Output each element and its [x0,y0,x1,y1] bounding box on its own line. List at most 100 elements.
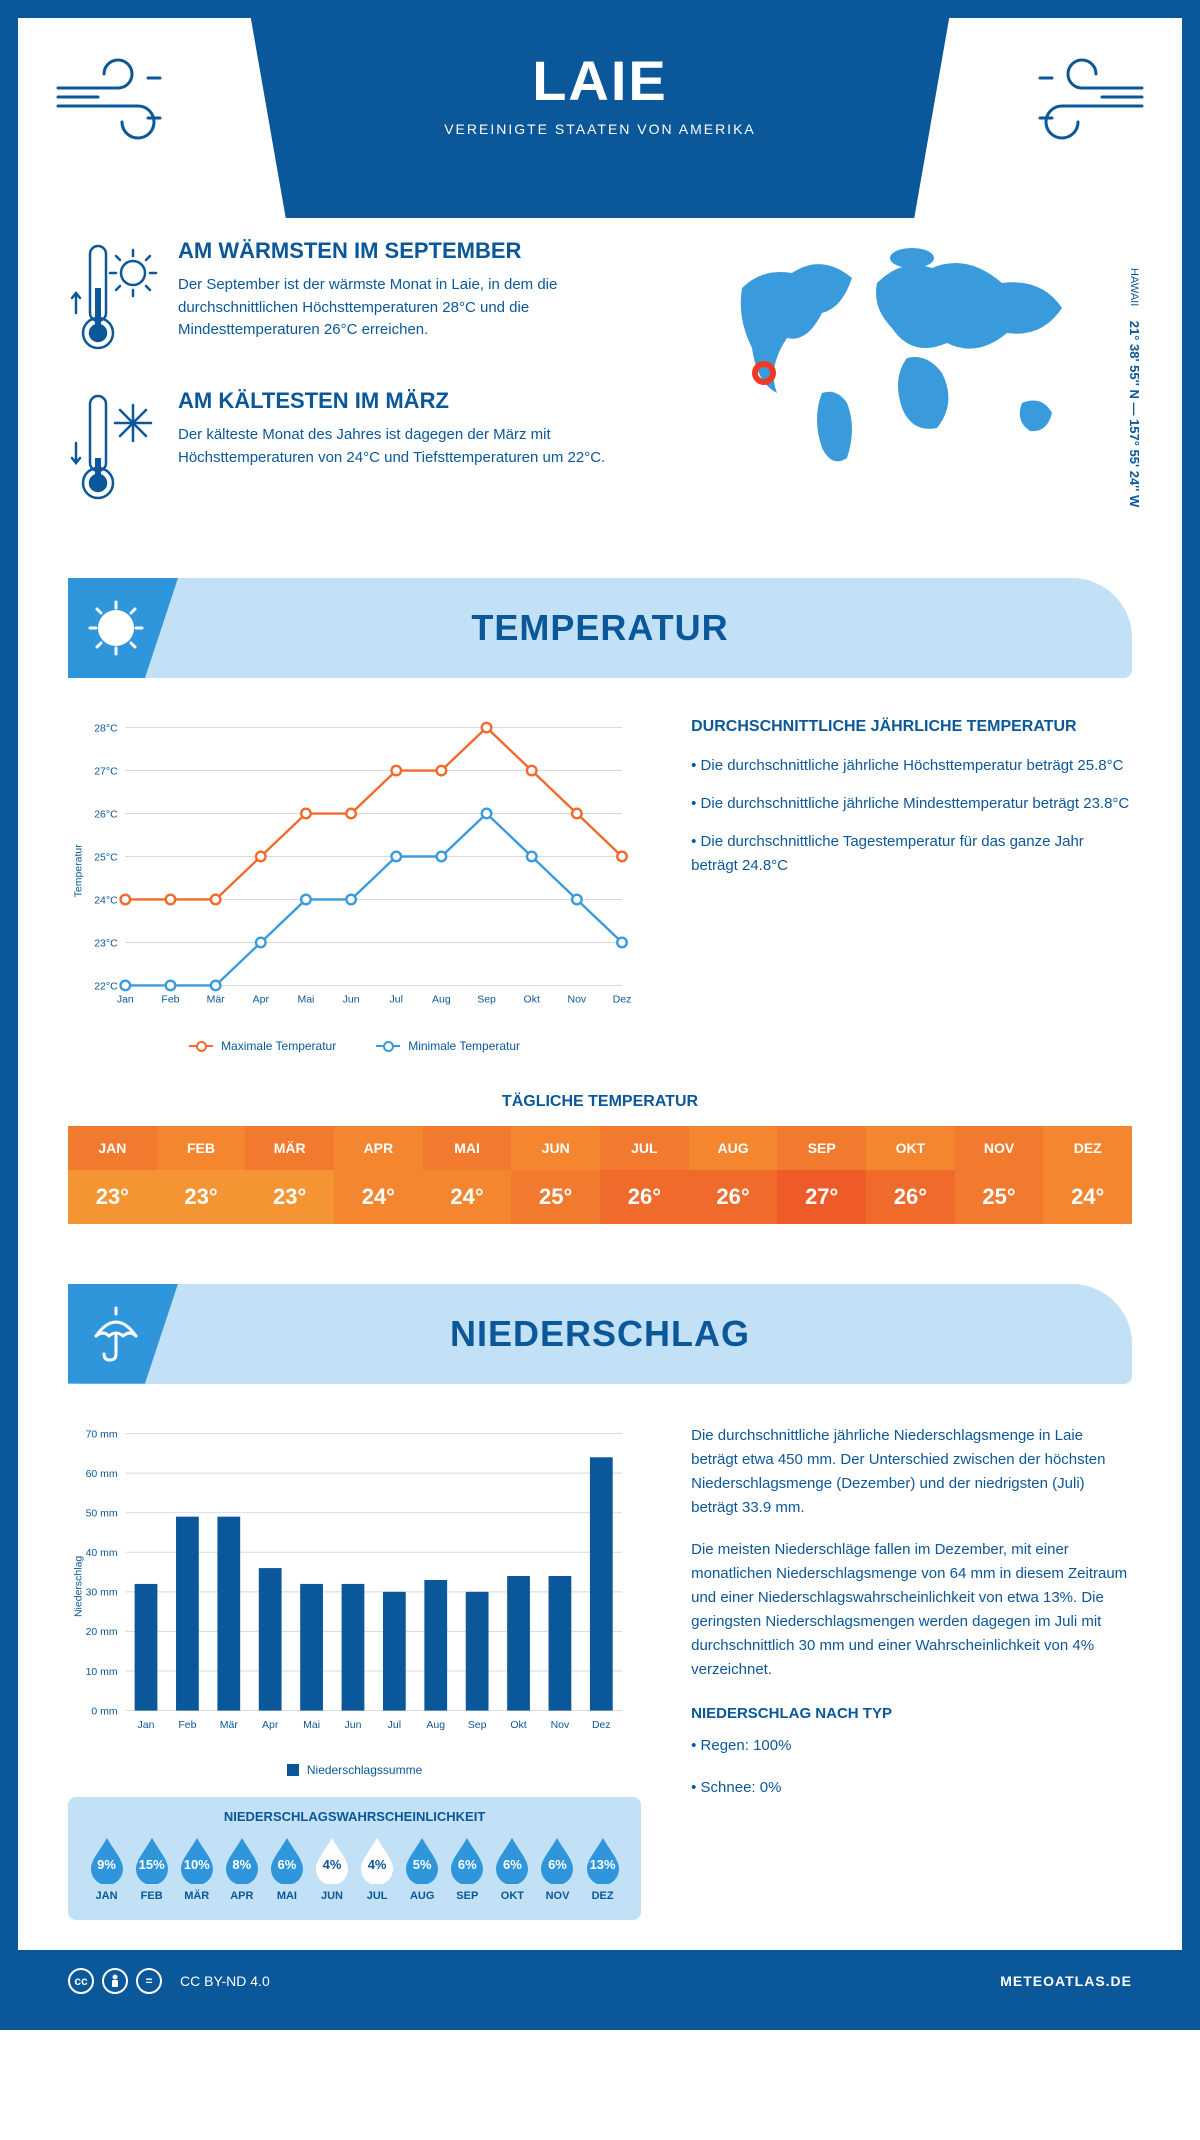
month-header: APR [334,1126,423,1170]
precipitation-bar-chart: 0 mm10 mm20 mm30 mm40 mm50 mm60 mm70 mmN… [68,1424,641,1749]
nd-icon: = [136,1968,162,1994]
precip-prob-drop: 9% JAN [84,1836,129,1902]
coldest-text: Der kälteste Monat des Jahres ist dagege… [178,424,672,469]
svg-text:30 mm: 30 mm [86,1586,118,1598]
precip-prob-drop: 6% SEP [445,1836,490,1902]
page-header: LAIE VEREINIGTE STAATEN VON AMERIKA [18,18,1182,218]
month-header: MAI [423,1126,512,1170]
precip-prob-drop: 10% MÄR [174,1836,219,1902]
thermometer-warm-icon [68,238,158,358]
sun-icon [86,598,146,658]
section-title: TEMPERATUR [471,607,728,649]
page-title: LAIE [331,48,869,113]
month-header: JAN [68,1126,157,1170]
month-header: SEP [777,1126,866,1170]
temp-value: 23° [68,1170,157,1224]
legend-max: .legend-item:nth-child(1) .legend-line::… [189,1039,336,1053]
svg-text:Jul: Jul [390,994,403,1006]
svg-text:10 mm: 10 mm [86,1665,118,1677]
month-header: FEB [157,1126,246,1170]
temperature-line-chart: 22°C23°C24°C25°C26°C27°C28°CTemperaturJa… [68,718,641,1053]
svg-text:Mai: Mai [303,1718,320,1730]
legend-min: .legend-item:nth-child(2) .legend-line::… [376,1039,520,1053]
svg-text:Mär: Mär [207,994,226,1006]
svg-text:0 mm: 0 mm [91,1705,118,1717]
umbrella-icon [86,1304,146,1364]
temperature-info: DURCHSCHNITTLICHE JÄHRLICHE TEMPERATUR •… [691,718,1132,1053]
info-row: AM WÄRMSTEN IM SEPTEMBER Der September i… [18,218,1182,578]
temp-value: 26° [689,1170,778,1224]
precip-section-header: NIEDERSCHLAG [68,1284,1132,1384]
svg-text:Niederschlag: Niederschlag [72,1555,84,1616]
svg-text:40 mm: 40 mm [86,1547,118,1559]
month-header: NOV [955,1126,1044,1170]
svg-text:Apr: Apr [262,1718,279,1730]
svg-text:Dez: Dez [592,1718,611,1730]
month-header: MÄR [245,1126,334,1170]
svg-text:Nov: Nov [551,1718,570,1730]
world-map: HAWAII 21° 38' 55'' N — 157° 55' 24'' W [712,238,1132,538]
svg-text:Temperatur: Temperatur [72,844,84,898]
month-header: OKT [866,1126,955,1170]
svg-text:28°C: 28°C [94,722,118,734]
daily-temp-title: TÄGLICHE TEMPERATUR [18,1093,1182,1111]
svg-text:24°C: 24°C [94,894,118,906]
svg-text:Okt: Okt [510,1718,526,1730]
svg-text:Feb: Feb [161,994,179,1006]
precip-prob-drop: 4% JUN [309,1836,354,1902]
temp-value: 24° [334,1170,423,1224]
cc-icon: cc [68,1968,94,1994]
month-header: DEZ [1043,1126,1132,1170]
svg-text:60 mm: 60 mm [86,1468,118,1480]
warmest-text: Der September ist der wärmste Monat in L… [178,274,672,342]
site-name: METEOATLAS.DE [1000,1973,1132,1989]
precip-prob-drop: 4% JUL [355,1836,400,1902]
precip-prob-drop: 8% APR [219,1836,264,1902]
precip-prob-drop: 13% DEZ [580,1836,625,1902]
temp-value: 24° [1043,1170,1132,1224]
temp-value: 25° [511,1170,600,1224]
svg-text:Mär: Mär [220,1718,239,1730]
svg-text:Nov: Nov [568,994,587,1006]
month-header: AUG [689,1126,778,1170]
svg-text:Sep: Sep [477,994,496,1006]
svg-text:Feb: Feb [178,1718,196,1730]
by-icon [102,1968,128,1994]
precip-prob-drop: 6% MAI [264,1836,309,1902]
month-header: JUN [511,1126,600,1170]
precip-probability-box: NIEDERSCHLAGSWAHRSCHEINLICHKEIT 9% JAN 1… [68,1797,641,1920]
svg-text:Aug: Aug [426,1718,445,1730]
svg-text:Sep: Sep [468,1718,487,1730]
precip-prob-drop: 15% FEB [129,1836,174,1902]
precip-prob-drop: 5% AUG [400,1836,445,1902]
legend-precip: Niederschlagssumme [287,1763,422,1777]
svg-text:Mai: Mai [297,994,314,1006]
svg-text:50 mm: 50 mm [86,1507,118,1519]
warmest-block: AM WÄRMSTEN IM SEPTEMBER Der September i… [68,238,672,358]
thermometer-cold-icon [68,388,158,508]
svg-text:Okt: Okt [524,994,540,1006]
temperature-section-header: TEMPERATUR [68,578,1132,678]
svg-text:22°C: 22°C [94,980,118,992]
temp-value: 27° [777,1170,866,1224]
precip-prob-drop: 6% OKT [490,1836,535,1902]
temp-value: 23° [245,1170,334,1224]
svg-text:Dez: Dez [613,994,632,1006]
precip-info: Die durchschnittliche jährliche Niedersc… [691,1424,1132,1921]
svg-text:Aug: Aug [432,994,451,1006]
warmest-title: AM WÄRMSTEN IM SEPTEMBER [178,238,672,264]
wind-icon [1012,48,1152,148]
section-title: NIEDERSCHLAG [450,1313,750,1355]
coordinates: 21° 38' 55'' N — 157° 55' 24'' W [1127,321,1142,508]
svg-text:27°C: 27°C [94,765,118,777]
wind-icon [48,48,188,148]
svg-text:25°C: 25°C [94,851,118,863]
precip-prob-drop: 6% NOV [535,1836,580,1902]
svg-text:Jul: Jul [388,1718,401,1730]
svg-text:Jan: Jan [138,1718,155,1730]
temp-value: 25° [955,1170,1044,1224]
svg-text:Apr: Apr [253,994,270,1006]
daily-temp-table: JANFEBMÄRAPRMAIJUNJULAUGSEPOKTNOVDEZ 23°… [68,1126,1132,1224]
svg-text:Jun: Jun [345,1718,362,1730]
coldest-block: AM KÄLTESTEN IM MÄRZ Der kälteste Monat … [68,388,672,508]
